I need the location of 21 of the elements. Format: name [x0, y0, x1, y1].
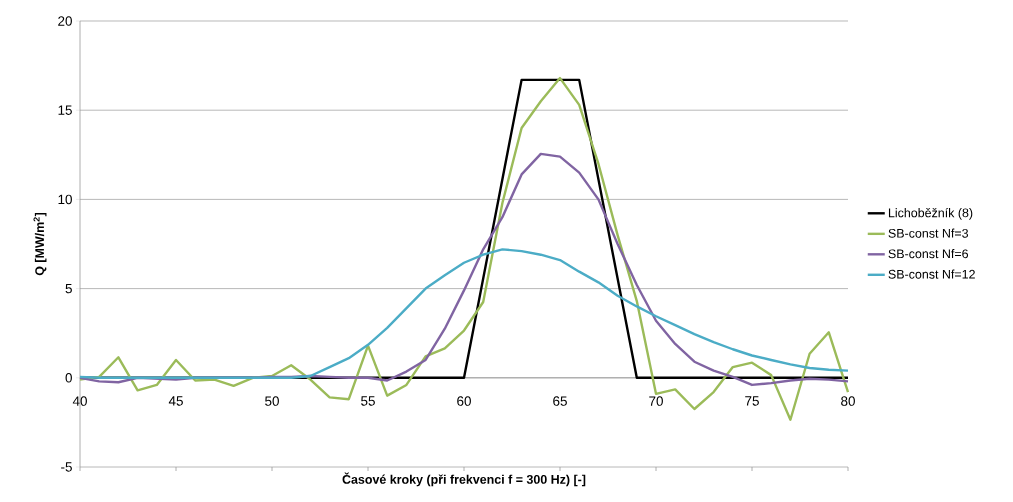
- legend-label: Lichoběžník (8): [888, 207, 973, 220]
- x-tick-label: 45: [168, 396, 183, 406]
- x-tick-label: 60: [457, 396, 471, 406]
- y-tick-label: 5: [65, 283, 72, 294]
- x-tick-label: 50: [265, 396, 279, 406]
- x-tick-label: 55: [361, 396, 375, 406]
- legend-label: SB-const Nf=3: [888, 228, 969, 238]
- x-tick-label: 80: [841, 396, 855, 406]
- y-tick-label: 20: [58, 16, 72, 26]
- y-axis-title: Q [MW/m$^{2}$]: [33, 212, 47, 276]
- x-tick-label: 75: [745, 396, 759, 406]
- y-tick-label: -5: [61, 462, 72, 472]
- legend-label: SB-const Nf=12: [888, 269, 975, 279]
- y-tick-label: 15: [58, 105, 72, 115]
- x-tick-label: 65: [553, 396, 567, 406]
- x-axis-title: Časové kroky (při frekvenci f = 300 Hz) [-]: [342, 472, 586, 487]
- x-tick-label: 70: [649, 396, 663, 406]
- x-tick-label: 40: [72, 396, 87, 406]
- legend-label: SB-const Nf=6: [888, 249, 969, 259]
- y-tick-label: 0: [65, 373, 72, 383]
- y-tick-label: 10: [58, 194, 72, 205]
